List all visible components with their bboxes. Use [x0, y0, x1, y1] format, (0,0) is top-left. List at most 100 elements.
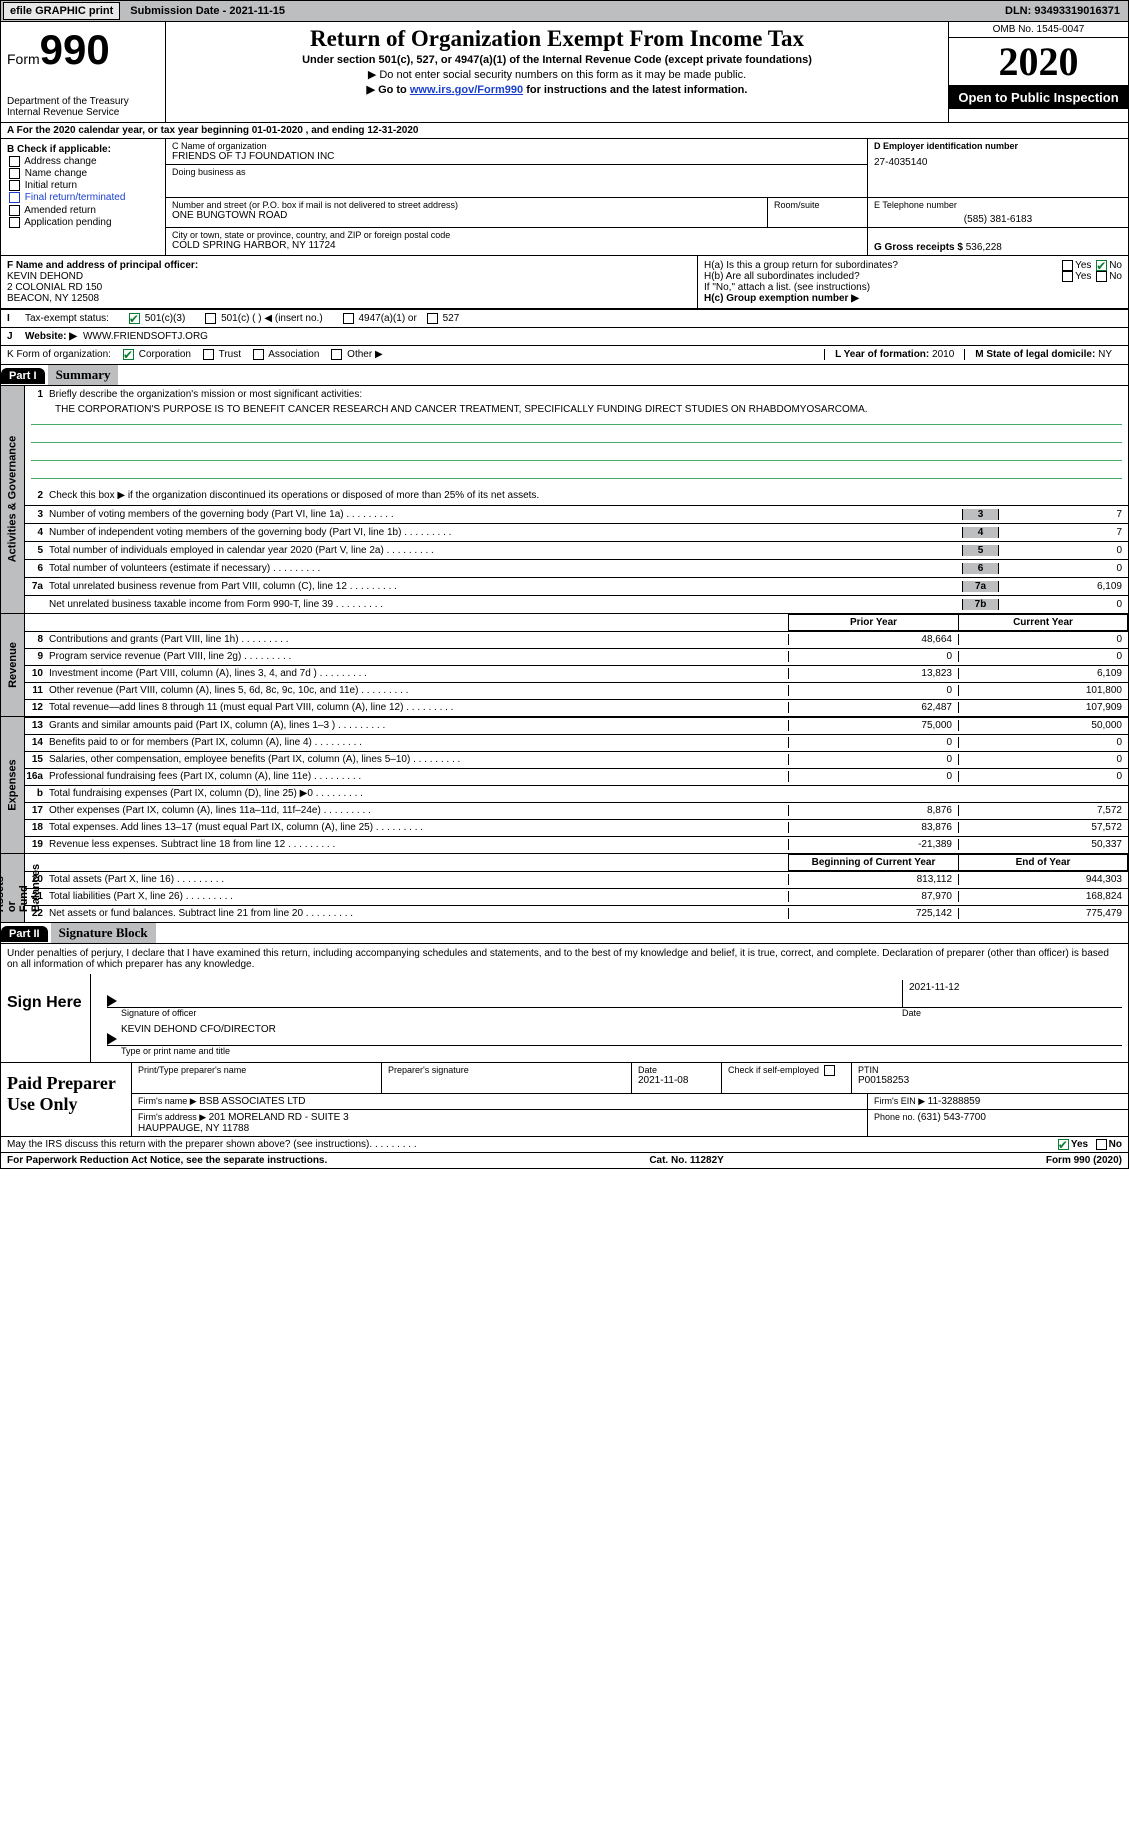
- paid-preparer-block: Paid Preparer Use Only Print/Type prepar…: [0, 1063, 1129, 1137]
- net-assets-section: Net Assets or Fund Balances Beginning of…: [0, 854, 1129, 923]
- firm-ein: 11-3288859: [928, 1096, 981, 1107]
- vtab-net: Net Assets or Fund Balances: [0, 863, 43, 911]
- prep-date: 2021-11-08: [638, 1075, 715, 1086]
- officer-h-row: F Name and address of principal officer:…: [0, 256, 1129, 309]
- sig-officer-label: Signature of officer: [121, 1008, 902, 1018]
- paperwork-notice: For Paperwork Reduction Act Notice, see …: [7, 1155, 327, 1166]
- beg-year-hdr: Beginning of Current Year: [788, 854, 958, 871]
- ptin: P00158253: [858, 1075, 1122, 1086]
- return-title: Return of Organization Exempt From Incom…: [172, 26, 942, 52]
- room-label: Room/suite: [774, 200, 861, 210]
- state-domicile: M State of legal domicile: NY: [964, 349, 1122, 360]
- line-9: 9Program service revenue (Part VIII, lin…: [25, 648, 1128, 665]
- ein-label: D Employer identification number: [874, 141, 1122, 151]
- tax-exempt-row: I Tax-exempt status: 501(c)(3) 501(c) ( …: [0, 309, 1129, 328]
- dln: DLN: 93493319016371: [997, 3, 1128, 19]
- summary-line-3: 3Number of voting members of the governi…: [25, 505, 1128, 523]
- sign-here-label: Sign Here: [1, 974, 91, 1062]
- line-21: 21Total liabilities (Part X, line 26)87,…: [25, 888, 1128, 905]
- h-c: H(c) Group exemption number ▶: [704, 293, 1122, 304]
- city-value: COLD SPRING HARBOR, NY 11724: [172, 240, 861, 251]
- officer-label: F Name and address of principal officer:: [7, 260, 691, 271]
- part-i-title: Summary: [48, 365, 119, 385]
- subtitle-2: ▶ Do not enter social security numbers o…: [172, 68, 942, 81]
- line-b: bTotal fundraising expenses (Part IX, co…: [25, 785, 1128, 802]
- phone-label: E Telephone number: [874, 200, 1122, 210]
- sign-here-block: Sign Here 2021-11-12 Signature of office…: [0, 974, 1129, 1063]
- officer-name: KEVIN DEHOND: [7, 271, 691, 282]
- line-10: 10Investment income (Part VIII, column (…: [25, 665, 1128, 682]
- line-20: 20Total assets (Part X, line 16)813,1129…: [25, 871, 1128, 888]
- line-19: 19Revenue less expenses. Subtract line 1…: [25, 836, 1128, 853]
- check-amended[interactable]: Amended return: [7, 205, 159, 216]
- addr-label: Number and street (or P.O. box if mail i…: [172, 200, 761, 210]
- line-13: 13Grants and similar amounts paid (Part …: [25, 717, 1128, 734]
- open-inspection: Open to Public Inspection: [949, 86, 1128, 109]
- vtab-revenue: Revenue: [7, 642, 19, 688]
- header-grid: B Check if applicable: Address change Na…: [0, 139, 1129, 256]
- h-a: H(a) Is this a group return for subordin…: [704, 260, 1122, 271]
- form-label-footer: Form 990 (2020): [1046, 1155, 1122, 1166]
- topbar: efile GRAPHIC print Submission Date - 20…: [0, 0, 1129, 22]
- dba-cell: Doing business as: [166, 165, 867, 197]
- revenue-section: Revenue Prior Year Current Year 8Contrib…: [0, 614, 1129, 717]
- current-year-hdr: Current Year: [958, 614, 1128, 631]
- ein-value: 27-4035140: [874, 157, 1122, 168]
- governance-section: Activities & Governance 1Briefly describ…: [0, 386, 1129, 614]
- summary-line-7a: 7aTotal unrelated business revenue from …: [25, 577, 1128, 595]
- sign-date: 2021-11-12: [902, 980, 1122, 1007]
- check-address-change[interactable]: Address change: [7, 156, 159, 167]
- part-ii-header: Part II: [1, 926, 48, 942]
- line-1-label: Briefly describe the organization's miss…: [49, 388, 1128, 401]
- line-22: 22Net assets or fund balances. Subtract …: [25, 905, 1128, 922]
- check-app-pending[interactable]: Application pending: [7, 217, 159, 228]
- mission-text: THE CORPORATION'S PURPOSE IS TO BENEFIT …: [25, 404, 1128, 415]
- gross-receipts: G Gross receipts $ 536,228: [874, 242, 1002, 253]
- line-12: 12Total revenue—add lines 8 through 11 (…: [25, 699, 1128, 716]
- prior-year-hdr: Prior Year: [788, 614, 958, 631]
- part-ii-title: Signature Block: [51, 923, 156, 943]
- efile-print-button[interactable]: efile GRAPHIC print: [3, 2, 120, 20]
- paid-preparer-label: Paid Preparer Use Only: [1, 1063, 131, 1136]
- submission-date: Submission Date - 2021-11-15: [122, 3, 293, 19]
- line-2: Check this box ▶ if the organization dis…: [49, 489, 1128, 502]
- firm-name: BSB ASSOCIATES LTD: [199, 1096, 305, 1107]
- firm-phone: (631) 543-7700: [918, 1112, 986, 1123]
- dept-treasury: Department of the Treasury Internal Reve…: [7, 96, 159, 118]
- website-value: WWW.FRIENDSOFTJ.ORG: [83, 331, 208, 342]
- form-header: Form990 Department of the Treasury Inter…: [0, 22, 1129, 123]
- irs-link[interactable]: www.irs.gov/Form990: [410, 84, 523, 96]
- footer: For Paperwork Reduction Act Notice, see …: [0, 1153, 1129, 1169]
- b-header: B Check if applicable:: [7, 144, 159, 155]
- subtitle-1: Under section 501(c), 527, or 4947(a)(1)…: [172, 54, 942, 66]
- expenses-section: Expenses 13Grants and similar amounts pa…: [0, 717, 1129, 854]
- type-print-label: Type or print name and title: [121, 1046, 1122, 1056]
- website-row: J Website: ▶ WWW.FRIENDSOFTJ.ORG: [0, 328, 1129, 346]
- officer-addr1: 2 COLONIAL RD 150: [7, 282, 691, 293]
- officer-print-name: KEVIN DEHOND CFO/DIRECTOR: [121, 1024, 276, 1045]
- line-16a: 16aProfessional fundraising fees (Part I…: [25, 768, 1128, 785]
- summary-line-5: 5Total number of individuals employed in…: [25, 541, 1128, 559]
- org-name-cell: C Name of organization FRIENDS OF TJ FOU…: [166, 139, 867, 165]
- summary-line-7b: Net unrelated business taxable income fr…: [25, 595, 1128, 613]
- summary-line-4: 4Number of independent voting members of…: [25, 523, 1128, 541]
- h-note: If "No," attach a list. (see instruction…: [704, 282, 1122, 293]
- signature-declaration: Under penalties of perjury, I declare th…: [0, 944, 1129, 974]
- year-formation: L Year of formation: 2010: [824, 349, 964, 360]
- line-17: 17Other expenses (Part IX, column (A), l…: [25, 802, 1128, 819]
- part-i-header: Part I: [1, 368, 45, 384]
- form-990-label: Form990: [7, 26, 159, 74]
- check-name-change[interactable]: Name change: [7, 168, 159, 179]
- check-initial-return[interactable]: Initial return: [7, 180, 159, 191]
- city-label: City or town, state or province, country…: [172, 230, 861, 240]
- omb-number: OMB No. 1545-0047: [949, 22, 1128, 38]
- line-11: 11Other revenue (Part VIII, column (A), …: [25, 682, 1128, 699]
- vtab-expenses: Expenses: [7, 759, 19, 810]
- row-a-period: A For the 2020 calendar year, or tax yea…: [0, 123, 1129, 139]
- irs-discuss-row: May the IRS discuss this return with the…: [0, 1137, 1129, 1153]
- cat-no: Cat. No. 11282Y: [649, 1155, 723, 1166]
- check-final-return[interactable]: Final return/terminated: [7, 192, 159, 203]
- org-name: FRIENDS OF TJ FOUNDATION INC: [172, 151, 861, 162]
- line-8: 8Contributions and grants (Part VIII, li…: [25, 631, 1128, 648]
- line-15: 15Salaries, other compensation, employee…: [25, 751, 1128, 768]
